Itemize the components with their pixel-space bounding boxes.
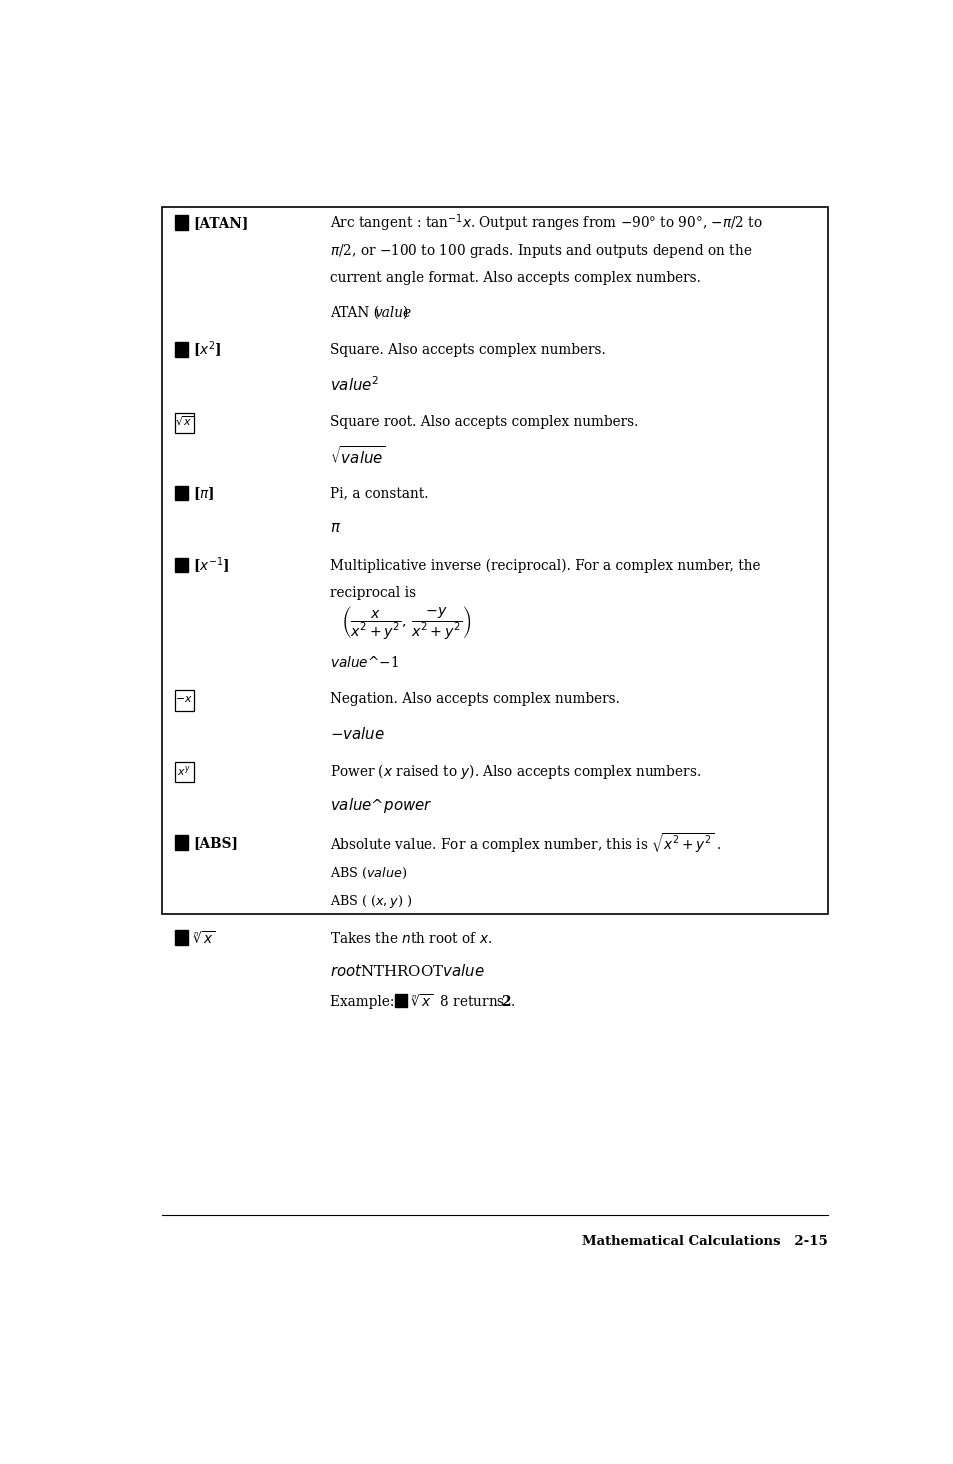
Text: Mathematical Calculations   2-15: Mathematical Calculations 2-15 — [581, 1236, 826, 1249]
Bar — [174, 343, 188, 357]
Text: Absolute value. For a complex number, this is $\sqrt{x^2+y^2}$ .: Absolute value. For a complex number, th… — [330, 832, 721, 855]
Text: $x^y$: $x^y$ — [177, 764, 191, 777]
Text: Takes the $n$th root of $x$.: Takes the $n$th root of $x$. — [330, 931, 492, 946]
Text: [$\pi$]: [$\pi$] — [193, 485, 214, 502]
Text: [ATAN]: [ATAN] — [193, 217, 249, 230]
Text: Example: 3: Example: 3 — [330, 996, 412, 1009]
Text: $\pi$/2, or $-$100 to 100 grads. Inputs and outputs depend on the: $\pi$/2, or $-$100 to 100 grads. Inputs … — [330, 242, 752, 259]
Bar — [174, 558, 188, 572]
Text: ABS ( ($\mathit{x,y}$) ): ABS ( ($\mathit{x,y}$) ) — [330, 893, 412, 909]
Text: $-\mathit{value}$: $-\mathit{value}$ — [330, 726, 384, 742]
Text: reciprocal is: reciprocal is — [330, 586, 416, 600]
Text: .: . — [510, 996, 514, 1009]
Bar — [174, 834, 188, 849]
Text: Power ($x$ raised to $y$). Also accepts complex numbers.: Power ($x$ raised to $y$). Also accepts … — [330, 761, 700, 780]
Text: $\mathit{value}$^$\mathit{power}$: $\mathit{value}$^$\mathit{power}$ — [330, 796, 432, 815]
Text: value: value — [374, 306, 411, 319]
Text: [$x^2$]: [$x^2$] — [193, 340, 221, 360]
Text: $\sqrt{x}$: $\sqrt{x}$ — [175, 414, 193, 427]
Text: Multiplicative inverse (reciprocal). For a complex number, the: Multiplicative inverse (reciprocal). For… — [330, 558, 760, 572]
Bar — [174, 215, 188, 230]
Text: Arc tangent : tan$^{-1}$$x$. Output ranges from $-$90° to 90°, $-\pi$/2 to: Arc tangent : tan$^{-1}$$x$. Output rang… — [330, 212, 762, 234]
Text: ABS ($\mathit{value}$): ABS ($\mathit{value}$) — [330, 865, 407, 881]
Text: $-x$: $-x$ — [175, 694, 193, 704]
Text: Square. Also accepts complex numbers.: Square. Also accepts complex numbers. — [330, 343, 605, 357]
Text: [ABS]: [ABS] — [193, 836, 238, 851]
FancyBboxPatch shape — [162, 208, 826, 914]
Text: Pi, a constant.: Pi, a constant. — [330, 486, 428, 501]
Text: $\sqrt[n]{x}$: $\sqrt[n]{x}$ — [193, 930, 215, 947]
Text: [$x^{-1}$]: [$x^{-1}$] — [193, 555, 230, 575]
Text: $\sqrt[n]{x}$  8 returns: $\sqrt[n]{x}$ 8 returns — [411, 994, 506, 1010]
FancyBboxPatch shape — [174, 413, 193, 433]
Text: $\mathit{value}$^$-$1: $\mathit{value}$^$-$1 — [330, 654, 398, 669]
Bar — [174, 931, 188, 946]
Text: current angle format. Also accepts complex numbers.: current angle format. Also accepts compl… — [330, 271, 700, 285]
Bar — [395, 994, 406, 1007]
Bar — [174, 486, 188, 501]
Text: Negation. Also accepts complex numbers.: Negation. Also accepts complex numbers. — [330, 692, 619, 707]
Text: Square root. Also accepts complex numbers.: Square root. Also accepts complex number… — [330, 414, 638, 429]
Text: $\mathit{root}$NTHROOT$\mathit{value}$: $\mathit{root}$NTHROOT$\mathit{value}$ — [330, 963, 484, 979]
FancyBboxPatch shape — [174, 691, 193, 710]
Text: $\left(\dfrac{x}{x^2+y^2},\,\dfrac{-y}{x^2+y^2}\right)$: $\left(\dfrac{x}{x^2+y^2},\,\dfrac{-y}{x… — [341, 603, 471, 641]
Text: ): ) — [401, 306, 407, 319]
Text: $\pi$: $\pi$ — [330, 521, 341, 536]
Text: 2: 2 — [501, 996, 511, 1009]
Text: $\mathit{value}^2$: $\mathit{value}^2$ — [330, 375, 378, 394]
Text: $\sqrt{\mathit{value}}$: $\sqrt{\mathit{value}}$ — [330, 445, 385, 467]
Text: ATAN (: ATAN ( — [330, 306, 378, 319]
FancyBboxPatch shape — [174, 763, 193, 782]
